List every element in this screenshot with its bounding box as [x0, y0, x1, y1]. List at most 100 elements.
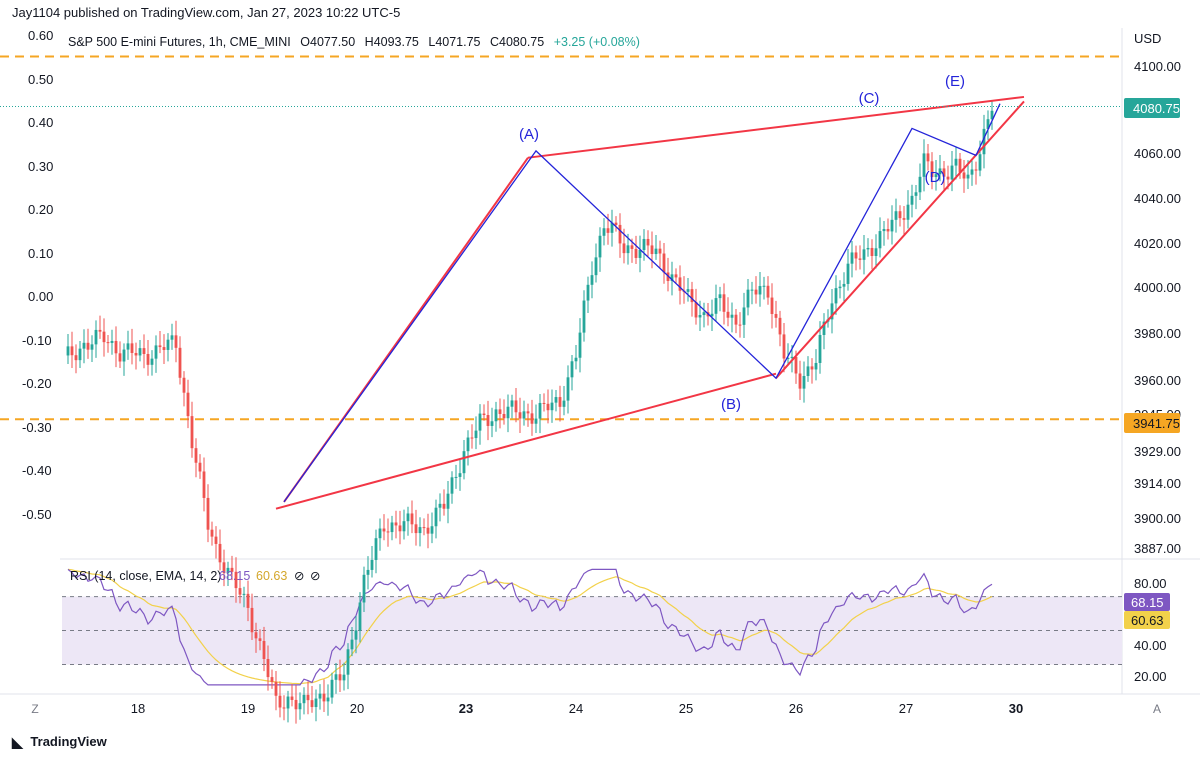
candle-body [190, 416, 194, 449]
candle-body [210, 529, 214, 537]
candle-body [870, 247, 874, 256]
candle-body [126, 343, 130, 350]
candle-body [270, 677, 274, 682]
candle-body [398, 525, 402, 532]
candle-body [622, 243, 626, 254]
candle-body [110, 340, 114, 343]
candle-body [138, 348, 142, 356]
candle-body [802, 376, 806, 389]
candle-body [798, 373, 802, 389]
zoom-button-icon[interactable]: Z [31, 702, 38, 716]
candle-body [298, 703, 302, 710]
wave-path [283, 103, 1001, 503]
level-badge [1124, 413, 1180, 433]
left-tick: -0.30 [22, 420, 52, 435]
candle-body [358, 602, 362, 631]
wave-label-b: (B) [721, 396, 741, 413]
candle-body [850, 252, 854, 264]
tradingview-brand[interactable]: ◣ TradingView [12, 734, 107, 751]
candle-body [658, 248, 662, 254]
candle-body [514, 400, 518, 413]
candle-body [722, 294, 726, 312]
rsi-band-layer [62, 596, 1122, 666]
candle-body [942, 168, 946, 177]
candle-body [470, 437, 474, 439]
candle-body [594, 257, 598, 276]
elliott-wave-path [283, 103, 1001, 503]
candle-body [194, 448, 198, 463]
rsi-eye-icon[interactable]: ⊘ [294, 569, 304, 583]
candle-body [102, 331, 106, 343]
candle-body [934, 174, 938, 178]
candle-body [474, 430, 478, 439]
candle-body [434, 507, 438, 527]
price-tick: 3980.00 [1134, 326, 1181, 341]
candle-body [814, 362, 818, 370]
rsi-value-badge [1124, 593, 1170, 611]
candle-body [274, 681, 278, 696]
candle-body [322, 693, 326, 702]
candle-body [134, 352, 138, 356]
candle-body [146, 353, 150, 365]
candle-body [78, 348, 82, 361]
candle-body [526, 411, 530, 414]
candle-body [114, 340, 118, 354]
candle-body [642, 238, 646, 251]
candle-body [614, 222, 618, 225]
candle-body [762, 285, 766, 287]
candle-body [834, 288, 838, 304]
candle-body [482, 413, 486, 416]
time-tick: 27 [899, 701, 913, 716]
candle-body [694, 302, 698, 318]
candle-body [378, 528, 382, 539]
candle-body [550, 402, 554, 411]
candle-body [230, 567, 234, 572]
time-tick: 25 [679, 701, 693, 716]
left-scale: 0.60 0.50 0.40 0.30 0.20 0.10 0.00 -0.10… [22, 28, 53, 522]
rsi-legend-value: 68.15 [219, 569, 250, 583]
candle-body [450, 477, 454, 494]
candle-body [830, 303, 834, 320]
candle-body [438, 503, 442, 508]
candle-body [346, 649, 350, 675]
candle-body [510, 400, 514, 407]
rsi-tick: 20.00 [1134, 669, 1167, 684]
candle-body [882, 229, 886, 232]
candle-body [498, 409, 502, 414]
candle-body [170, 335, 174, 340]
wedge-line-lower-right [775, 100, 1025, 379]
candle-body [306, 694, 310, 701]
rsi-line [67, 568, 993, 686]
candle-body [486, 415, 490, 426]
rsi-scale: 80.00 40.00 20.00 68.15 60.63 [1124, 576, 1170, 684]
auto-scale-button-icon[interactable]: A [1153, 702, 1161, 716]
candle-body [310, 700, 314, 708]
left-tick: 0.30 [28, 159, 53, 174]
candle-body [342, 674, 346, 681]
candle-body [862, 249, 866, 260]
candle-body [774, 314, 778, 318]
candle-body [974, 169, 978, 171]
candle-body [462, 451, 466, 474]
symbol-title[interactable]: S&P 500 E-mini Futures, 1h, CME_MINI [68, 35, 291, 49]
candle-body [362, 574, 366, 603]
candle-body [582, 300, 586, 333]
candle-body [630, 245, 634, 249]
candle-body [978, 154, 982, 171]
candle-body [330, 679, 334, 698]
last-price-text: 4080.75 [1133, 101, 1180, 116]
candle-body [858, 258, 862, 260]
candle-body [970, 169, 974, 175]
wave-label-e: (E) [945, 73, 965, 90]
ohlc-change: +3.25 (+0.08%) [553, 35, 640, 49]
candle-body [586, 284, 590, 301]
candle-body [754, 289, 758, 295]
rsi-eye-icon[interactable]: ⊘ [310, 569, 320, 583]
candle-body [182, 377, 186, 393]
time-axis: 18 19 20 23 24 25 26 27 30 [131, 701, 1023, 716]
candle-body [250, 607, 254, 633]
candle-body [314, 698, 318, 708]
price-tick: 3960.00 [1134, 373, 1181, 388]
candle-body [750, 289, 754, 291]
